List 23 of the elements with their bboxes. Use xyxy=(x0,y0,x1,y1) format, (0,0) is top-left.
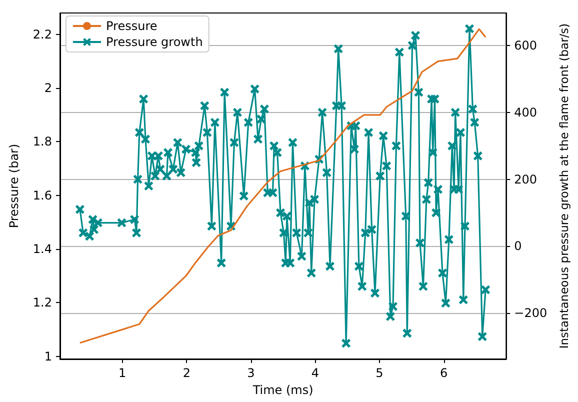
y2-tick-label: −200 xyxy=(514,306,548,320)
y-tick-label: 2 xyxy=(44,81,52,96)
y2-tick-label: 200 xyxy=(514,172,538,186)
legend-label: Pressure growth xyxy=(106,35,203,49)
y2-tick-label: 600 xyxy=(514,38,538,52)
legend-label: Pressure xyxy=(106,19,158,33)
y-tick-label: 2.2 xyxy=(32,27,52,42)
y-tick-label: 1 xyxy=(44,349,52,364)
x-tick-label: 2 xyxy=(182,366,190,380)
x-tick-label: 1 xyxy=(118,366,126,380)
x-tick-label: 4 xyxy=(311,366,320,380)
x-tick-label: 6 xyxy=(440,366,448,380)
x-tick-label: 3 xyxy=(247,366,255,380)
y-tick-label: 1.8 xyxy=(32,134,52,149)
y-axis-title: Pressure (bar) xyxy=(7,144,21,228)
y2-axis-title: Instantaneous pressure growth at the flame front (bar/s) xyxy=(557,23,571,349)
x-tick-label: 5 xyxy=(376,366,384,380)
y-tick-label: 1.4 xyxy=(32,242,52,256)
x-axis-title: Time (ms) xyxy=(252,382,314,397)
y2-tick-label: 400 xyxy=(514,105,538,120)
y-tick-label: 1.6 xyxy=(32,188,52,202)
y-tick-label: 1.2 xyxy=(32,296,52,310)
y2-tick-label: 0 xyxy=(514,239,522,254)
